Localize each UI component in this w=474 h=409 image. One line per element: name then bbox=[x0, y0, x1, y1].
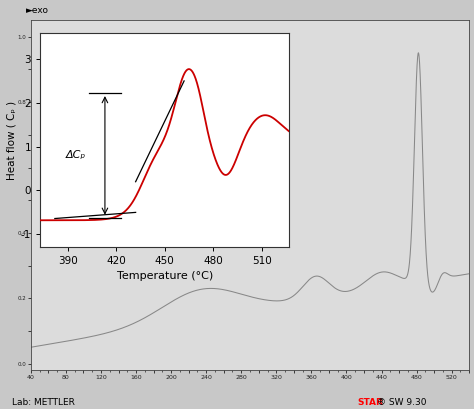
Text: STAR: STAR bbox=[358, 398, 384, 407]
Y-axis label: Heat flow ( Cₚ ): Heat flow ( Cₚ ) bbox=[7, 101, 17, 180]
Text: ® SW 9.30: ® SW 9.30 bbox=[377, 398, 426, 407]
Text: ►exo: ►exo bbox=[27, 6, 49, 15]
Text: Lab: METTLER: Lab: METTLER bbox=[12, 398, 75, 407]
Text: ΔCₚ: ΔCₚ bbox=[65, 151, 85, 160]
X-axis label: Temperature (°C): Temperature (°C) bbox=[117, 271, 213, 281]
